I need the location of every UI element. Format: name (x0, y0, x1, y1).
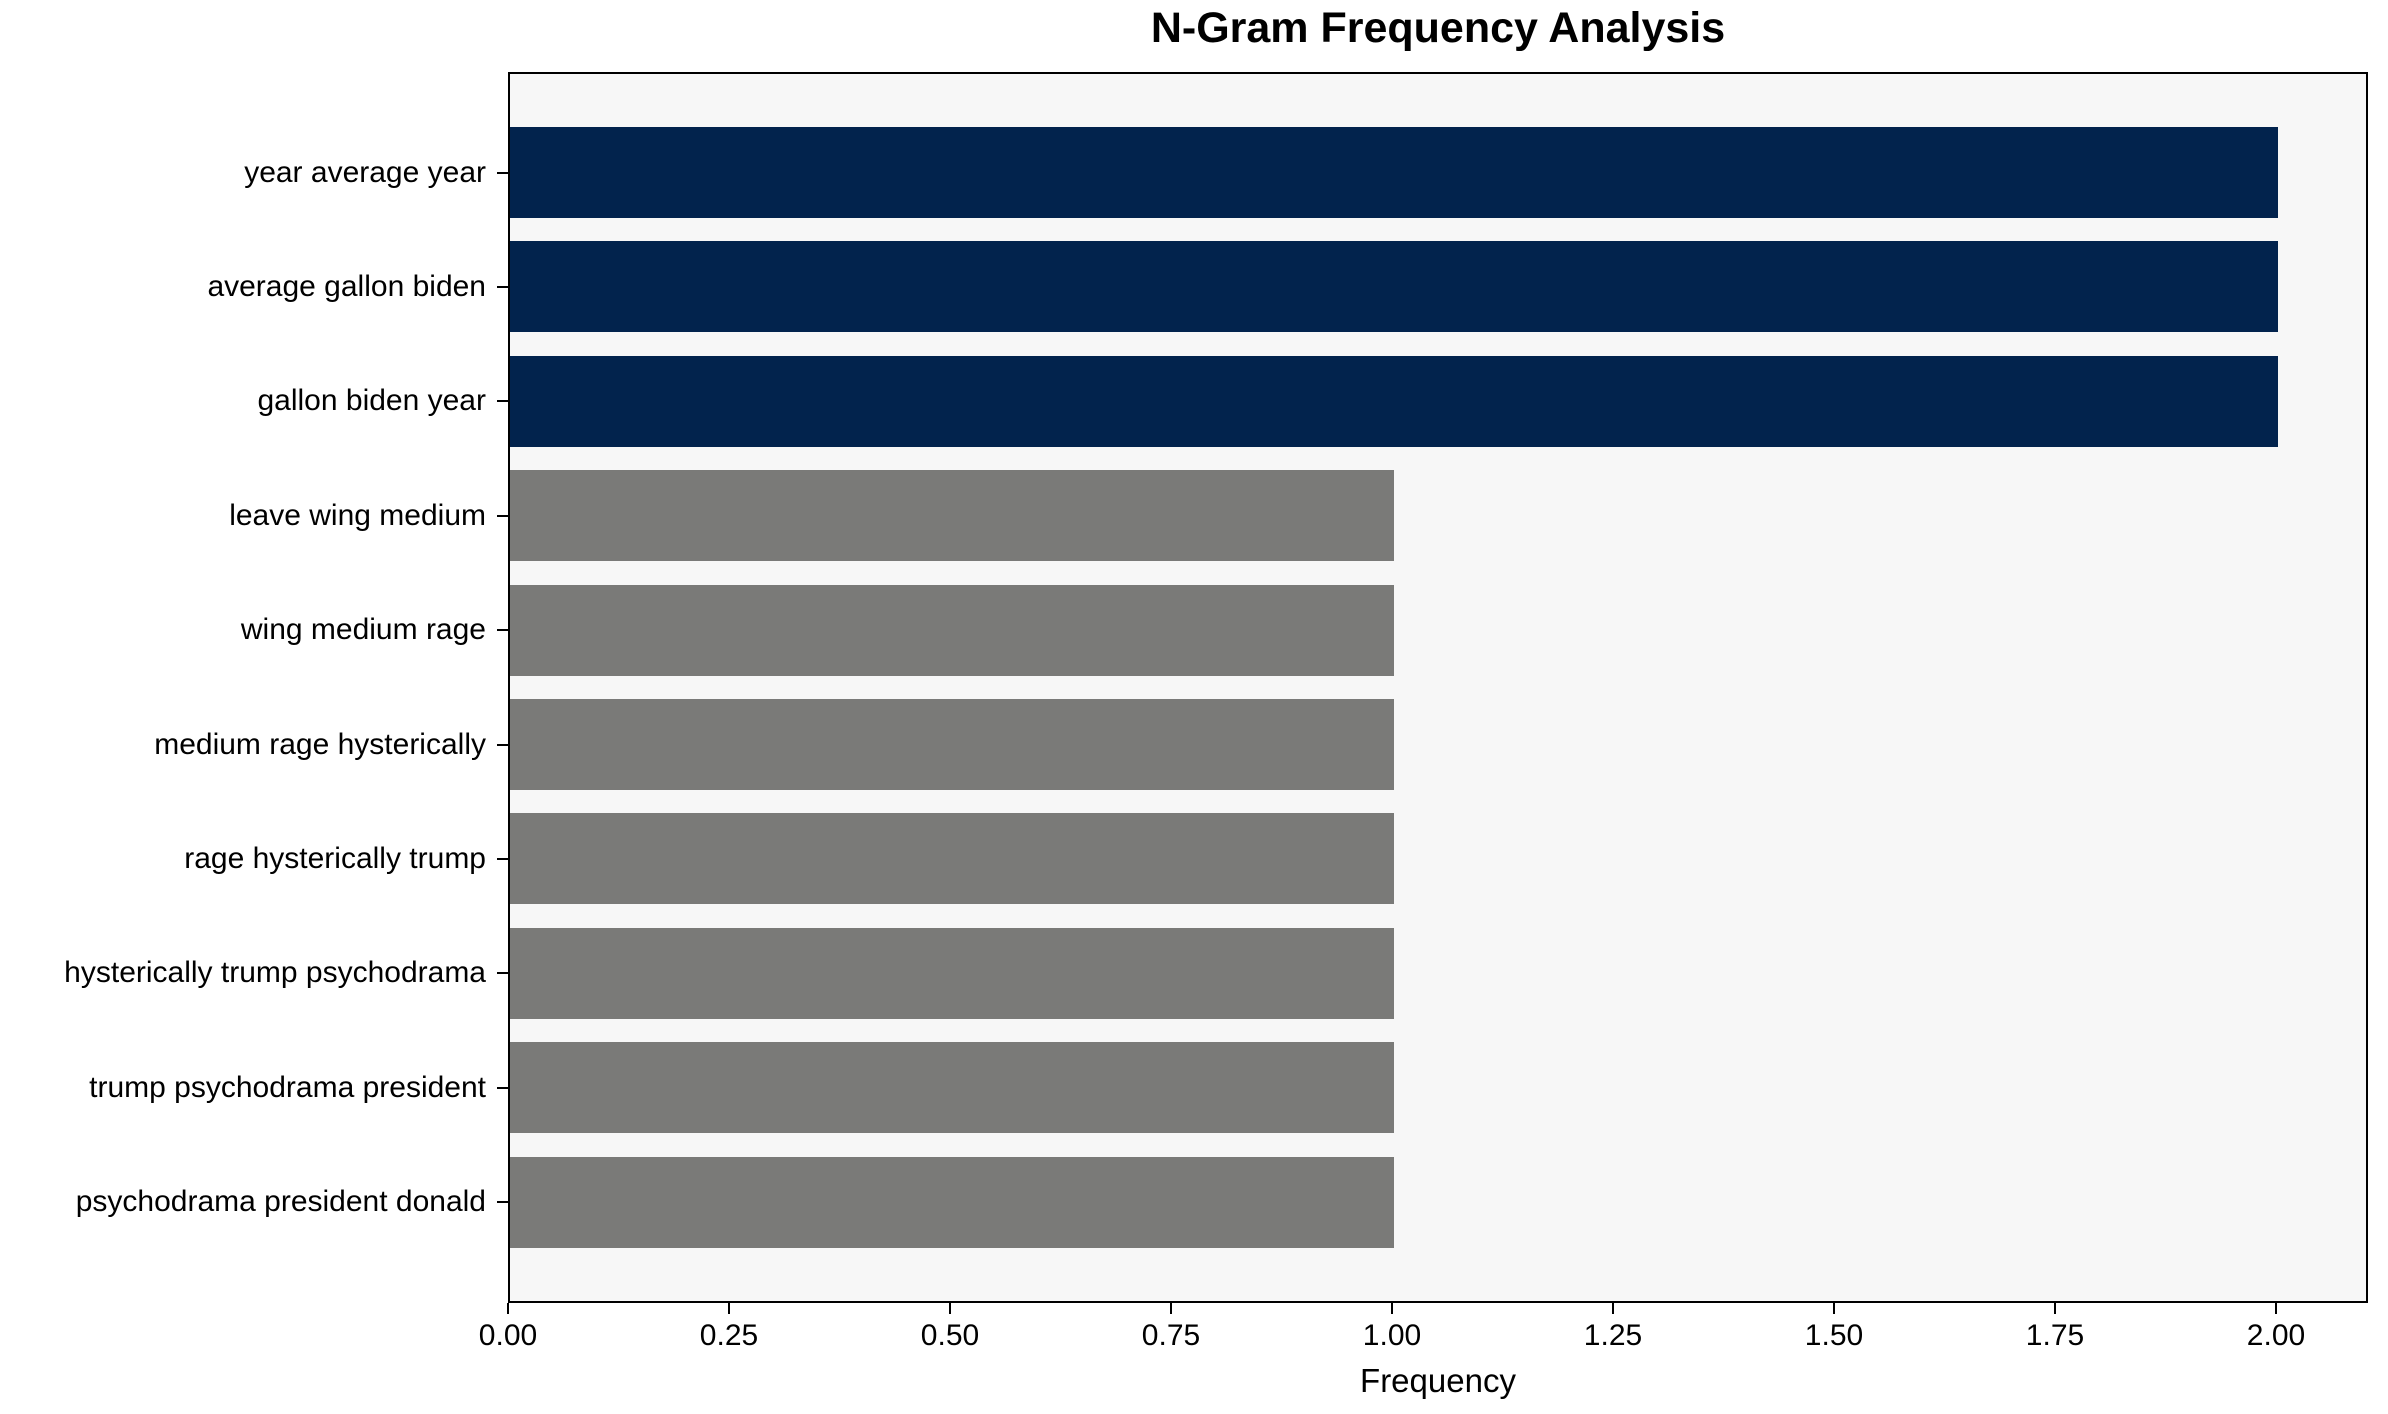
bar-9 (510, 1042, 1394, 1134)
y-tick-label: leave wing medium (229, 498, 486, 532)
bar-8 (510, 927, 1394, 1019)
x-tick-label: 1.75 (2025, 1319, 2085, 1352)
y-tick-mark (497, 972, 508, 975)
x-tick-mark (2275, 1303, 2277, 1314)
x-tick-label: 0.25 (699, 1319, 759, 1352)
y-tick-label: wing medium rage (240, 613, 486, 647)
x-tick-mark (1170, 1303, 1172, 1314)
x-tick-mark (507, 1303, 509, 1314)
x-tick-label: 0.50 (920, 1319, 980, 1352)
plot-area: year average year average gallon biden gal… (64, 72, 2368, 1352)
x-tick-mark (1391, 1303, 1393, 1314)
bar-2 (510, 241, 2278, 333)
bar-4 (510, 470, 1394, 562)
y-tick-mark (497, 171, 508, 174)
x-tick-label: 1.50 (1804, 1319, 1864, 1352)
y-tick-mark (497, 1201, 508, 1204)
x-tick-mark (1612, 1303, 1614, 1314)
bar-5 (510, 584, 1394, 676)
x-tick-mark (2054, 1303, 2056, 1314)
y-tick-mark (497, 514, 508, 517)
y-tick-label: year average year (244, 155, 486, 189)
x-tick-mark (949, 1303, 951, 1314)
x-tick-mark (1833, 1303, 1835, 1314)
x-tick-label: 1.00 (1362, 1319, 1422, 1352)
y-tick-mark (497, 1086, 508, 1089)
y-tick-label: trump psychodrama president (89, 1070, 486, 1104)
y-tick-label: psychodrama president donald (75, 1185, 486, 1219)
x-tick-label: 1.25 (1583, 1319, 1643, 1352)
y-tick-label: rage hysterically trump (184, 841, 486, 875)
bar-1 (510, 127, 2278, 218)
y-tick-mark (497, 285, 508, 288)
bar-10 (510, 1156, 1394, 1248)
x-tick-label: 0.00 (478, 1319, 538, 1352)
chart-title: N-Gram Frequency Analysis (1150, 4, 1726, 52)
y-tick-label: gallon biden year (257, 384, 486, 418)
y-tick-label: hysterically trump psychodrama (64, 956, 486, 990)
y-tick-mark (497, 629, 508, 632)
x-tick-label: 0.75 (1141, 1319, 1201, 1352)
bar-3 (510, 355, 2278, 447)
y-tick-mark (497, 743, 508, 746)
y-tick-label: average gallon biden (207, 269, 486, 303)
bar-7 (510, 813, 1394, 905)
x-tick-mark (728, 1303, 730, 1314)
x-axis-title: Frequency (1360, 1362, 1516, 1399)
bar-6 (510, 699, 1394, 790)
y-tick-mark (497, 400, 508, 403)
y-tick-label: medium rage hysterically (154, 727, 486, 761)
y-tick-mark (497, 857, 508, 860)
x-tick-label: 2.00 (2246, 1319, 2306, 1352)
